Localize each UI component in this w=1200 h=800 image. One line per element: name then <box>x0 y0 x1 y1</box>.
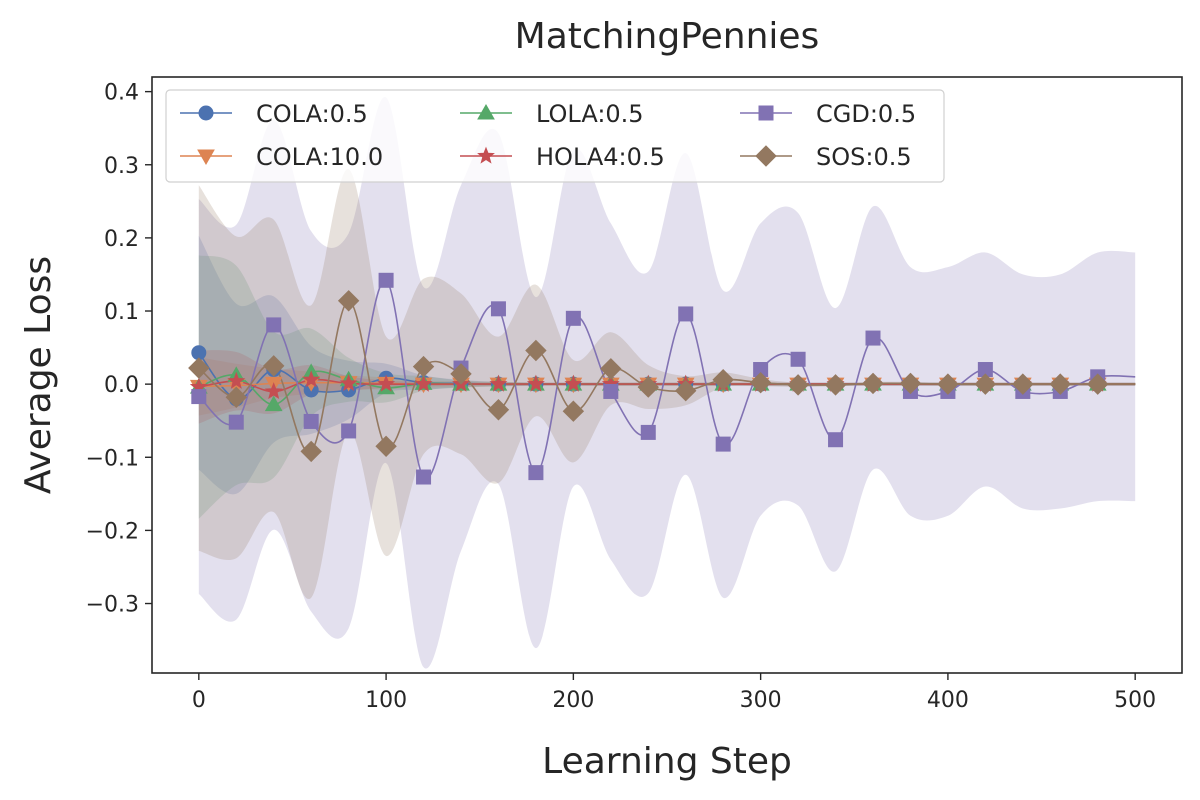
legend-marker-cgd-0-5 <box>758 105 774 121</box>
x-tick-label: 300 <box>740 688 782 713</box>
legend-marker-cola-10-0 <box>197 149 215 166</box>
point-sos-0-5 <box>712 369 734 391</box>
y-axis-ticks: −0.3 −0.2 −0.1 0.0 0.1 0.2 0.3 0.4 <box>86 81 152 618</box>
x-axis-title: Learning Step <box>542 741 792 782</box>
legend-label-lola-0-5: LOLA:0.5 <box>536 100 644 128</box>
point-sos-0-5 <box>600 358 622 380</box>
legend-marker-sos-0-5 <box>755 145 777 167</box>
legend-label-cola-0-5: COLA:0.5 <box>256 100 368 128</box>
point-cgd-0-5 <box>603 383 619 399</box>
x-tick-label: 500 <box>1114 688 1156 713</box>
legend-label-sos-0-5: SOS:0.5 <box>816 143 912 171</box>
point-sos-0-5 <box>487 399 510 421</box>
point-hola4-0-5 <box>414 374 433 392</box>
point-sos-0-5 <box>787 374 809 396</box>
y-tick-label: 0.1 <box>104 300 139 325</box>
point-hola4-0-5 <box>227 371 246 389</box>
point-cgd-0-5 <box>640 424 656 440</box>
y-tick-label: 0.2 <box>104 227 139 252</box>
series-markers <box>188 272 1109 485</box>
y-tick-label: −0.3 <box>86 593 139 618</box>
legend-marker-hola4-0-5 <box>477 146 495 164</box>
y-tick-label: −0.2 <box>86 519 139 544</box>
legend-label-cgd-0-5: CGD:0.5 <box>816 100 916 128</box>
point-cgd-0-5 <box>416 469 432 485</box>
point-sos-0-5 <box>675 380 697 402</box>
point-sos-0-5 <box>337 290 360 312</box>
point-hola4-0-5 <box>489 374 508 392</box>
point-cgd-0-5 <box>303 413 319 429</box>
point-cgd-0-5 <box>490 301 506 317</box>
point-sos-0-5 <box>1012 373 1034 395</box>
point-hola4-0-5 <box>377 374 396 392</box>
band-cola-0-5 <box>198 235 1136 495</box>
x-axis-ticks: 0 100 200 300 400 500 <box>192 673 1156 713</box>
y-tick-label: −0.1 <box>86 446 139 471</box>
point-sos-0-5 <box>1049 373 1071 395</box>
point-sos-0-5 <box>188 357 210 379</box>
point-cgd-0-5 <box>528 465 544 481</box>
point-sos-0-5 <box>225 386 247 409</box>
point-sos-0-5 <box>862 372 884 395</box>
point-sos-0-5 <box>263 355 285 377</box>
point-sos-0-5 <box>562 400 585 422</box>
point-sos-0-5 <box>1087 373 1109 395</box>
point-cgd-0-5 <box>378 272 394 288</box>
point-cgd-0-5 <box>828 432 844 448</box>
point-cgd-0-5 <box>678 306 694 322</box>
point-sos-0-5 <box>375 435 397 458</box>
legend-label-hola4-0-5: HOLA4:0.5 <box>536 143 665 171</box>
point-sos-0-5 <box>899 372 922 395</box>
point-hola4-0-5 <box>264 382 283 400</box>
point-sos-0-5 <box>412 355 435 378</box>
line-sos-0-5 <box>198 299 1136 453</box>
point-sos-0-5 <box>974 373 997 395</box>
point-sos-0-5 <box>749 371 772 394</box>
y-tick-label: 0.0 <box>104 373 139 398</box>
y-tick-label: 0.3 <box>104 154 139 179</box>
x-tick-label: 0 <box>192 688 206 713</box>
y-tick-label: 0.4 <box>104 81 139 106</box>
point-sos-0-5 <box>300 440 322 463</box>
legend-marker-cola-0-5 <box>198 105 214 121</box>
point-cgd-0-5 <box>341 423 357 439</box>
point-cgd-0-5 <box>266 317 282 333</box>
band-cgd-0-5 <box>198 97 1136 669</box>
point-sos-0-5 <box>824 374 847 396</box>
point-hola4-0-5 <box>302 370 321 388</box>
chart-title: MatchingPennies <box>515 16 820 57</box>
point-hola4-0-5 <box>339 373 358 392</box>
x-tick-label: 100 <box>365 688 407 713</box>
point-cgd-0-5 <box>790 351 806 367</box>
point-lola-0-5 <box>264 395 283 412</box>
point-hola4-0-5 <box>526 374 545 392</box>
point-cgd-0-5 <box>565 310 581 326</box>
legend: COLA:0.5 COLA:10.0 LOLA:0.5 HOLA4:0.5 CGD:0.… <box>165 89 945 183</box>
point-sos-0-5 <box>525 339 547 362</box>
point-cgd-0-5 <box>191 389 207 405</box>
x-tick-label: 400 <box>927 688 969 713</box>
legend-label-cola-10-0: COLA:10.0 <box>256 143 383 171</box>
point-cgd-0-5 <box>715 436 731 452</box>
x-tick-label: 200 <box>552 688 594 713</box>
point-sos-0-5 <box>937 373 959 395</box>
point-sos-0-5 <box>450 363 472 385</box>
point-cgd-0-5 <box>228 414 244 430</box>
plot-frame <box>151 76 1183 674</box>
y-axis-title: Average Loss <box>18 256 59 494</box>
point-cgd-0-5 <box>865 330 881 346</box>
point-sos-0-5 <box>637 376 659 398</box>
legend-marker-lola-0-5 <box>477 103 495 120</box>
point-hola4-0-5 <box>564 374 583 392</box>
